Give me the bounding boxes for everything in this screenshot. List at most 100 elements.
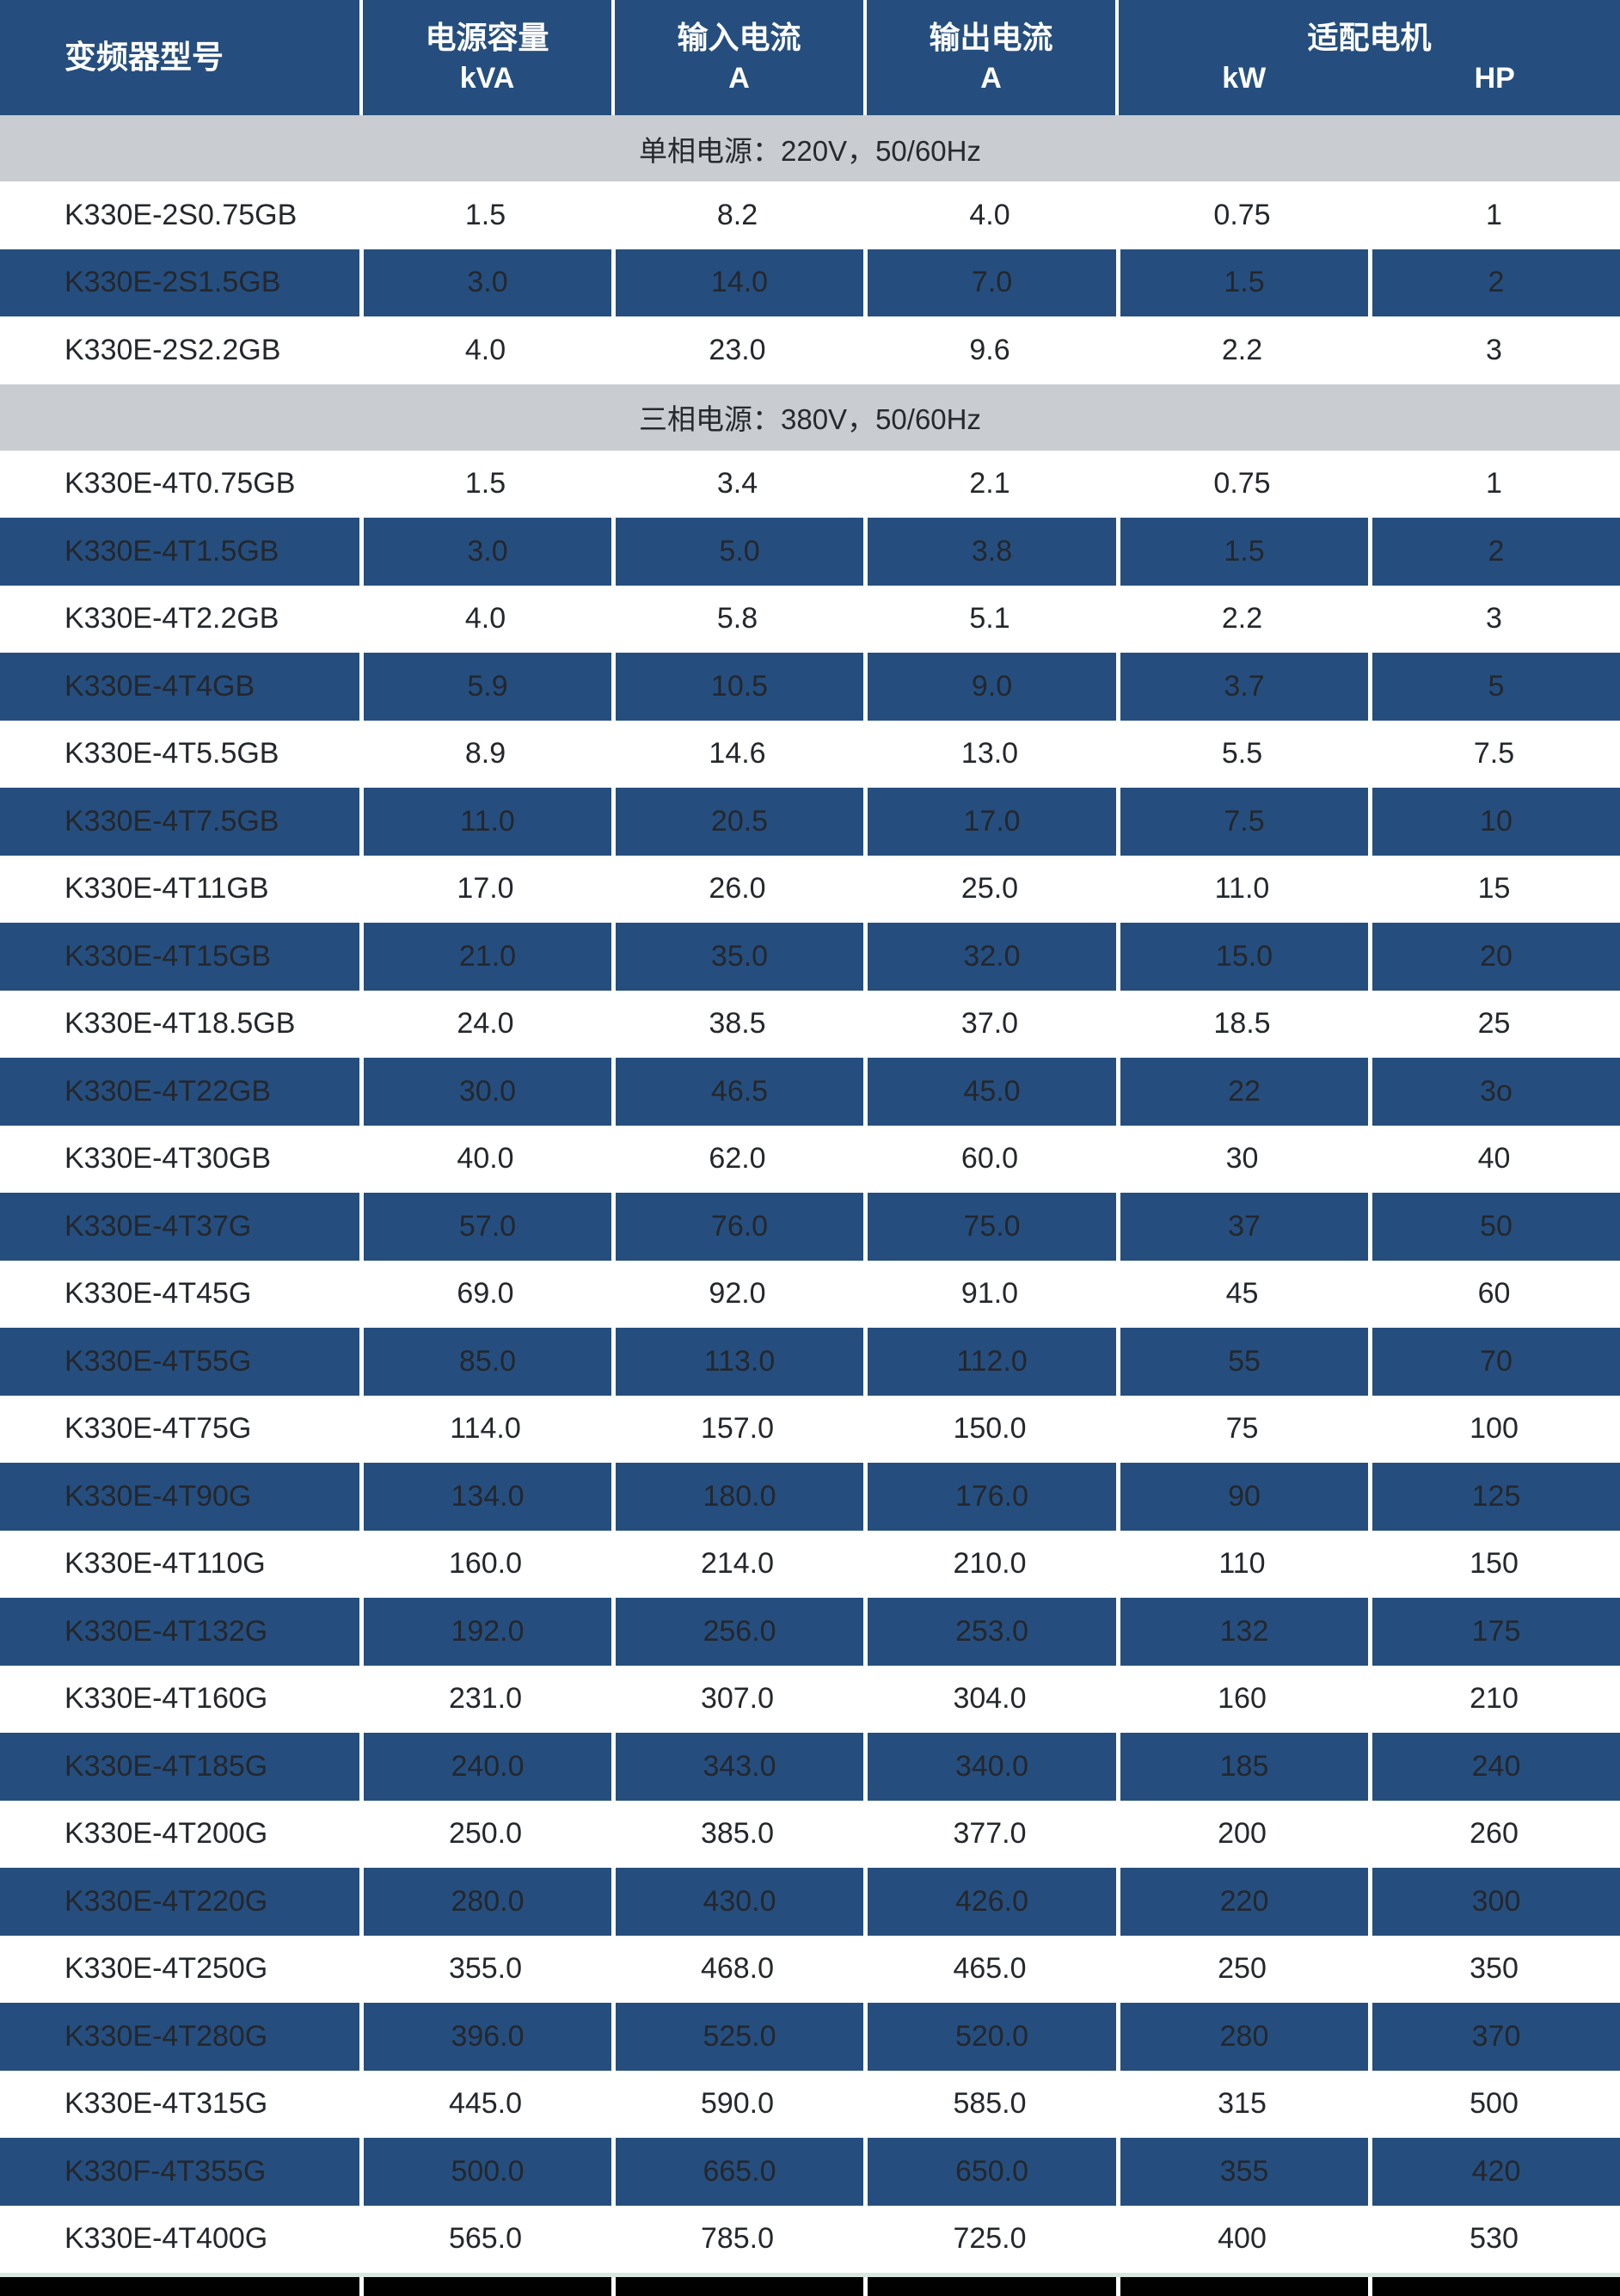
cell-motor-kw: 280 [1116,2003,1368,2071]
cell-motor-hp: 2 [1368,518,1620,586]
cell-motor-hp: 15 [1477,872,1511,906]
cell-model: K330E-4T55G [64,1344,252,1378]
cell-output-current: 25.0 [960,872,1019,906]
header-output-unit: A [980,61,1002,95]
cell-motor-kw: 2.2 [1221,333,1263,366]
table-row: K330E-4T37G 57.0 76.0 75.0 37 50 [0,1193,1620,1261]
table-row: K330F-4T355G 500.0 665.0 650.0 355 420 [0,2138,1620,2206]
cell-kva: 250.0 [448,1817,523,1851]
cell-output-current: 520.0 [863,2003,1116,2071]
cell-model: K330E-4T220G [64,1884,268,1918]
cutoff-cell [1368,2277,1620,2296]
cell-kva: 565.0 [448,2222,523,2256]
cell-output-current: 17.0 [863,788,1116,856]
table-row: K330E-4T30GB 40.0 62.0 60.0 30 40 [0,1125,1620,1193]
table-row: K330E-4T7.5GB 11.0 20.5 17.0 7.5 10 [0,788,1620,856]
table-row: K330E-4T315G 445.0 590.0 585.0 315 500 [0,2070,1620,2138]
cell-motor-kw: 75 [1225,1412,1259,1446]
cell-model: K330E-4T30GB [64,1142,272,1176]
cell-motor-kw: 55 [1116,1328,1368,1396]
cell-input-current: 343.0 [611,1733,863,1801]
cell-input-current: 76.0 [611,1193,863,1261]
cell-motor-kw: 0.75 [1213,198,1271,231]
cell-input-current: 665.0 [611,2138,863,2206]
cell-motor-kw: 132 [1116,1598,1368,1666]
cell-output-current: 426.0 [863,1868,1116,1936]
header-cell-motor: 适配电机 kW HP [1115,0,1620,115]
cell-model: K330E-4T400G [64,2222,268,2256]
cell-motor-hp: 40 [1477,1142,1511,1176]
table-body: 单相电源：220V，50/60Hz K330E-2S0.75GB 1.5 8.2 4.0… [0,115,1620,2273]
cell-kva: 355.0 [448,1952,523,1986]
table-row: K330E-4T400G 565.0 785.0 725.0 400 530 [0,2205,1620,2273]
header-motor-units: kW HP [1119,61,1620,96]
cutoff-row [0,2277,1620,2296]
header-motor-hp-unit: HP [1474,61,1515,95]
cell-output-current: 150.0 [953,1412,1027,1446]
cell-input-current: 385.0 [700,1817,775,1851]
cell-input-current: 20.5 [611,788,863,856]
table-row: K330E-4T22GB 30.0 46.5 45.0 22 3o [0,1058,1620,1126]
cell-motor-kw: 22 [1116,1058,1368,1126]
cell-motor-kw: 315 [1218,2087,1267,2121]
cell-motor-hp: 5 [1368,653,1620,721]
cell-kva: 280.0 [359,1868,611,1936]
cell-kva: 134.0 [359,1463,611,1531]
cell-output-current: 45.0 [863,1058,1116,1126]
cell-input-current: 5.8 [716,602,758,635]
cell-output-current: 4.0 [969,198,1010,231]
table-row: K330E-4T185G 240.0 343.0 340.0 185 240 [0,1733,1620,1801]
cell-input-current: 113.0 [611,1328,863,1396]
cell-kva: 500.0 [359,2138,611,2206]
cell-input-current: 214.0 [700,1547,775,1581]
cell-output-current: 2.1 [969,467,1010,500]
cell-model: K330E-2S2.2GB [64,333,281,366]
cell-model: K330E-4T160G [64,1682,268,1716]
cutoff-cell [0,2277,359,2296]
table-row: K330E-4T90G 134.0 180.0 176.0 90 125 [0,1463,1620,1531]
cell-input-current: 430.0 [611,1868,863,1936]
table-row: K330E-4T132G 192.0 256.0 253.0 132 175 [0,1598,1620,1666]
header-motor-label: 适配电机 [1307,19,1432,55]
cell-model: K330E-4T185G [64,1749,268,1783]
cell-model: K330F-4T355G [64,2154,267,2188]
cell-output-current: 210.0 [953,1547,1027,1581]
table-row: K330E-4T4GB 5.9 10.5 9.0 3.7 5 [0,653,1620,721]
cell-kva: 240.0 [359,1733,611,1801]
table-row: K330E-4T2.2GB 4.0 5.8 5.1 2.2 3 [0,585,1620,653]
cell-input-current: 14.0 [611,249,863,316]
cell-kva: 1.5 [464,198,506,231]
cell-input-current: 26.0 [709,872,766,906]
table-row: K330E-2S1.5GB 3.0 14.0 7.0 1.5 2 [0,249,1620,316]
cell-model: K330E-4T7.5GB [64,804,279,838]
cell-motor-hp: 370 [1368,2003,1620,2071]
cell-model: K330E-4T18.5GB [64,1007,296,1041]
cell-model: K330E-4T280G [64,2019,268,2053]
cell-motor-kw: 2.2 [1221,602,1263,635]
table-row: K330E-4T0.75GB 1.5 3.4 2.1 0.75 1 [0,450,1620,518]
cell-input-current: 3.4 [716,467,758,500]
cell-input-current: 157.0 [700,1412,775,1446]
cell-kva: 3.0 [359,518,611,586]
cell-model: K330E-4T315G [64,2087,268,2121]
cell-motor-kw: 18.5 [1213,1007,1271,1041]
cell-motor-hp: 7.5 [1473,737,1515,770]
table-row: K330E-4T45G 69.0 92.0 91.0 45 60 [0,1260,1620,1328]
header-motor-kw-unit: kW [1222,61,1267,95]
header-output-label: 输出电流 [929,19,1053,55]
cell-model: K330E-4T75G [64,1412,252,1446]
cell-input-current: 23.0 [709,333,766,366]
cell-kva: 3.0 [359,249,611,316]
cell-model: K330E-4T250G [64,1952,268,1986]
header-cell-capacity: 电源容量 kVA [359,0,611,115]
table-row: K330E-4T110G 160.0 214.0 210.0 110 150 [0,1530,1620,1598]
cell-kva: 192.0 [359,1598,611,1666]
cell-motor-kw: 37 [1116,1193,1368,1261]
header-cell-model: 变频器型号 [0,0,359,115]
cell-model: K330E-4T0.75GB [64,467,296,500]
cell-input-current: 785.0 [700,2222,775,2256]
cell-motor-kw: 185 [1116,1733,1368,1801]
cell-output-current: 5.1 [969,602,1010,635]
cell-kva: 57.0 [359,1193,611,1261]
